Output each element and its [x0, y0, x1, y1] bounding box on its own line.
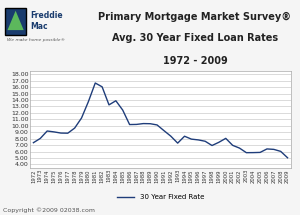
Text: Freddie: Freddie [30, 11, 63, 20]
Legend: 30 Year Fixed Rate: 30 Year Fixed Rate [114, 191, 207, 203]
Text: We make home possible®: We make home possible® [7, 38, 64, 42]
Text: Primary Mortgage Market Survey®: Primary Mortgage Market Survey® [98, 12, 292, 22]
FancyBboxPatch shape [5, 8, 26, 35]
Text: Mac: Mac [30, 22, 48, 31]
Text: 1972 - 2009: 1972 - 2009 [163, 56, 227, 66]
Text: Copyright ©2009 02038.com: Copyright ©2009 02038.com [3, 207, 95, 213]
Text: Avg. 30 Year Fixed Loan Rates: Avg. 30 Year Fixed Loan Rates [112, 33, 278, 43]
Polygon shape [8, 11, 24, 30]
